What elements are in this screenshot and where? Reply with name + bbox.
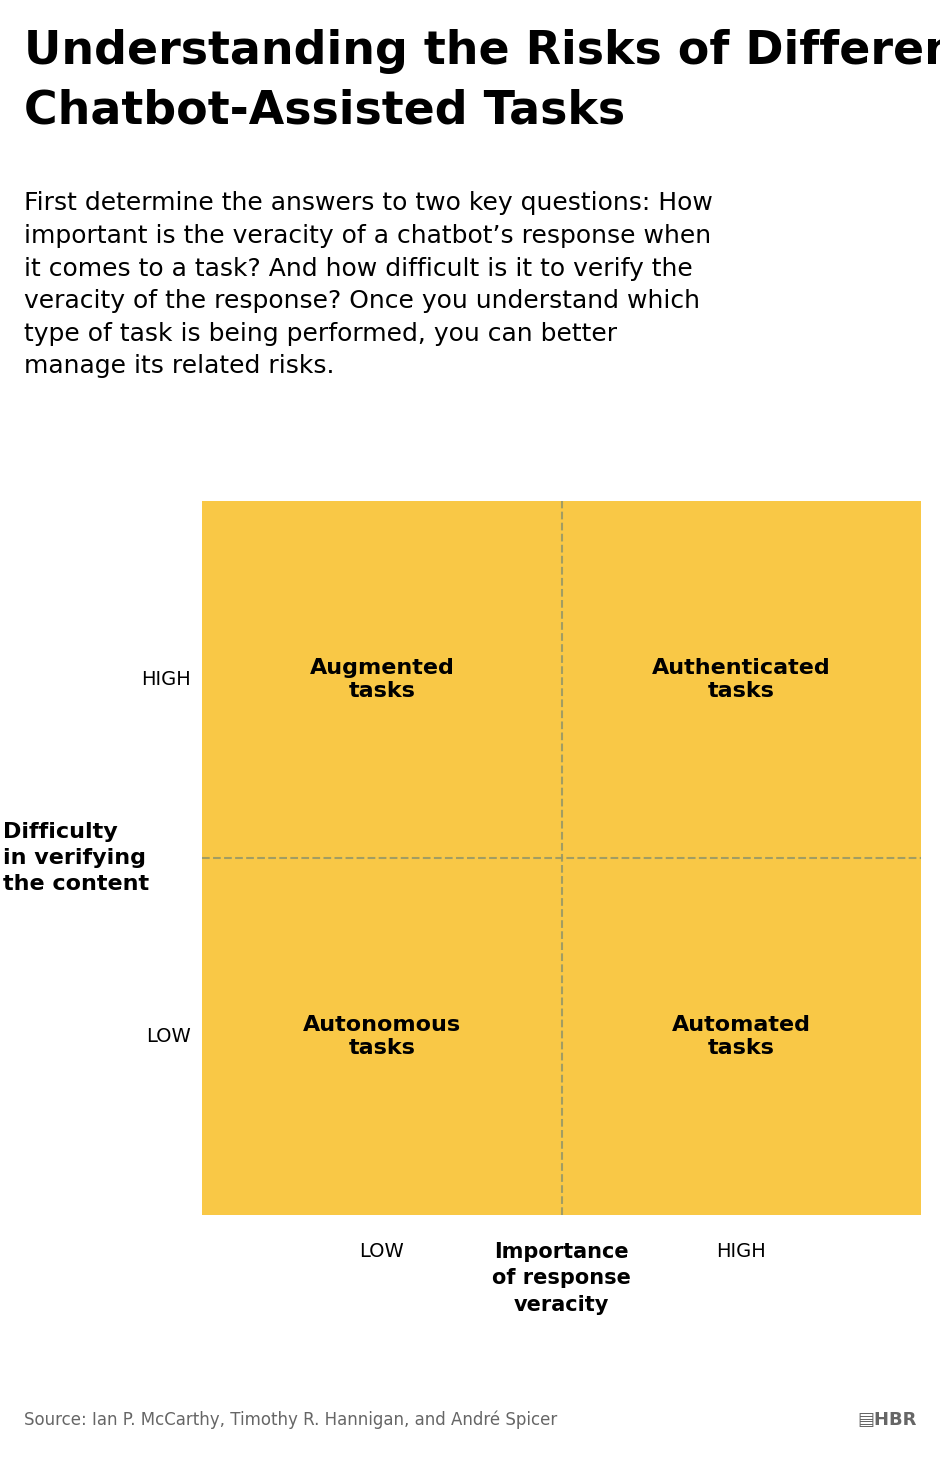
Text: Understanding the Risks of Different: Understanding the Risks of Different xyxy=(24,29,940,75)
Text: HIGH: HIGH xyxy=(716,1242,766,1261)
Text: ▤HBR: ▤HBR xyxy=(857,1411,916,1429)
Text: Authenticated
tasks: Authenticated tasks xyxy=(652,658,831,701)
Text: Autonomous
tasks: Autonomous tasks xyxy=(303,1015,461,1058)
Text: Importance
of response
veracity: Importance of response veracity xyxy=(493,1242,631,1314)
Text: Source: Ian P. McCarthy, Timothy R. Hannigan, and André Spicer: Source: Ian P. McCarthy, Timothy R. Hann… xyxy=(24,1410,556,1429)
Text: First determine the answers to two key questions: How
important is the veracity : First determine the answers to two key q… xyxy=(24,191,713,379)
Text: HIGH: HIGH xyxy=(141,670,191,689)
Text: Chatbot-Assisted Tasks: Chatbot-Assisted Tasks xyxy=(24,88,624,134)
Text: LOW: LOW xyxy=(359,1242,404,1261)
Text: Automated
tasks: Automated tasks xyxy=(672,1015,811,1058)
Text: Augmented
tasks: Augmented tasks xyxy=(309,658,454,701)
Text: LOW: LOW xyxy=(146,1027,191,1046)
Text: Difficulty
in verifying
the content: Difficulty in verifying the content xyxy=(3,822,149,894)
